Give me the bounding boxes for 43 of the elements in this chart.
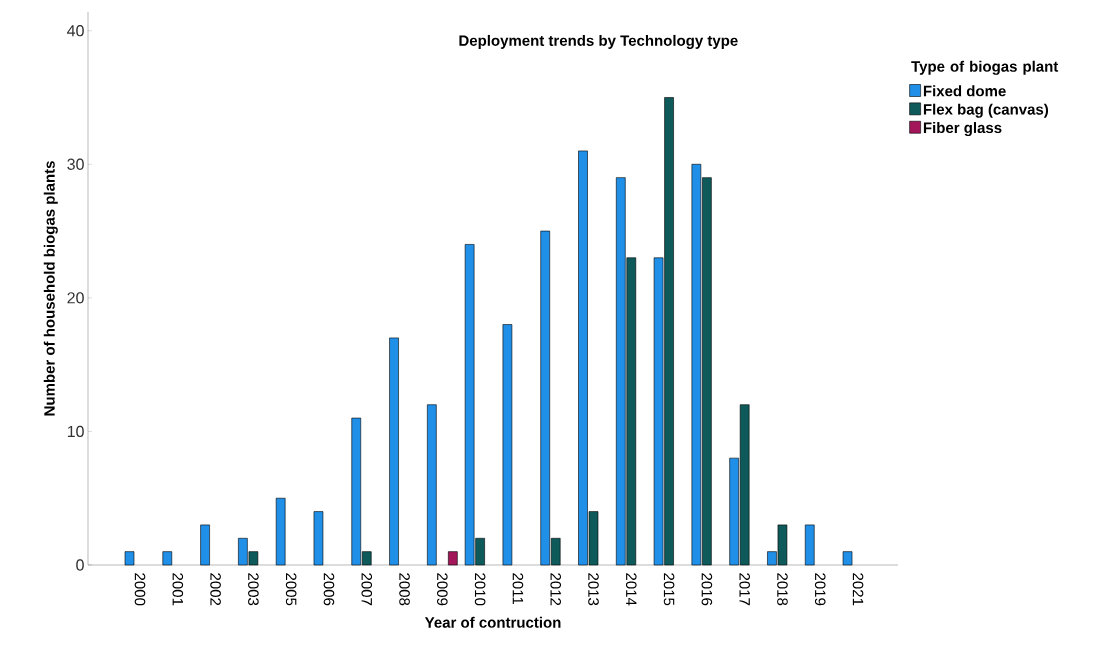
x-tick-label: 2013	[588, 573, 599, 606]
bar	[124, 551, 135, 566]
y-tick-label: 30	[67, 158, 84, 170]
x-tick-label: 2018	[777, 573, 788, 606]
x-tick-label: 2009	[437, 573, 448, 606]
y-tick-label: 20	[67, 292, 84, 304]
bar	[313, 511, 324, 566]
x-tick-label: 2007	[361, 573, 373, 606]
x-tick-label: 2002	[210, 573, 221, 606]
x-tick-label: 2017	[739, 573, 750, 606]
x-tick-label: 2008	[399, 573, 410, 606]
x-tick-label: 2005	[285, 573, 297, 606]
x-tick-label: 2012	[550, 573, 562, 606]
bar	[804, 524, 815, 566]
x-tick-label: 2019	[814, 573, 826, 606]
legend-label: Fiber glass	[923, 122, 1002, 137]
x-axis-title: Year of contruction	[424, 616, 561, 628]
y-tick-label: 0	[76, 559, 84, 571]
text: Deployment trends by Technology type	[459, 34, 738, 49]
bar	[448, 551, 458, 566]
bar	[200, 524, 210, 566]
y-axis-title: Number of household biogas plants	[43, 161, 58, 416]
x-tick-label: 2014	[625, 573, 637, 606]
x-tick-label: 2015	[663, 573, 675, 606]
bar	[275, 497, 286, 566]
legend-title: Type of biogas plant	[911, 60, 1059, 75]
x-tick-label: 2021	[852, 573, 864, 606]
x-tick-label: 2006	[323, 573, 335, 606]
x-tick-label: 2003	[248, 573, 259, 606]
legend-label: Fixed dome	[923, 85, 1006, 97]
x-tick-label: 2016	[701, 573, 713, 606]
bar	[502, 324, 513, 566]
y-tick-label: 10	[67, 425, 84, 438]
bar	[389, 337, 399, 566]
legend-label: Flex bag (canvas)	[923, 103, 1049, 118]
bar	[162, 551, 173, 566]
x-tick-label: 2000	[134, 573, 146, 606]
bar	[842, 551, 853, 566]
x-tick-label: 2001	[172, 573, 184, 606]
y-tick-label: 40	[67, 25, 84, 37]
x-tick-label: 2011	[512, 573, 524, 605]
x-tick-label: 2010	[474, 573, 486, 606]
bar	[427, 404, 437, 566]
